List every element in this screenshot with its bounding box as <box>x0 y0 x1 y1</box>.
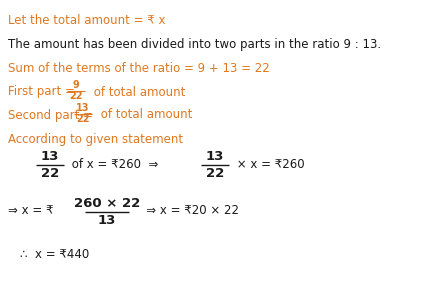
Text: 260 × 22: 260 × 22 <box>74 197 140 210</box>
Text: 9: 9 <box>73 80 79 90</box>
Text: × x = ₹260: × x = ₹260 <box>233 157 305 170</box>
Text: 13: 13 <box>41 150 59 163</box>
Text: 22: 22 <box>206 167 224 180</box>
Text: 22: 22 <box>76 114 90 124</box>
Text: ⇒ x = ₹20 × 22: ⇒ x = ₹20 × 22 <box>135 205 239 217</box>
Text: 13: 13 <box>206 150 224 163</box>
Text: of total amount: of total amount <box>90 86 186 99</box>
Text: First part =: First part = <box>8 86 79 99</box>
Text: of total amount: of total amount <box>97 108 192 121</box>
Text: The amount has been divided into two parts in the ratio 9 : 13.: The amount has been divided into two par… <box>8 38 381 51</box>
Text: ∴  x = ₹440: ∴ x = ₹440 <box>20 248 89 261</box>
Text: Let the total amount = ₹ x: Let the total amount = ₹ x <box>8 14 166 27</box>
Text: ⇒ x = ₹: ⇒ x = ₹ <box>8 205 53 217</box>
Text: of x = ₹260  ⇒: of x = ₹260 ⇒ <box>68 157 162 170</box>
Text: Sum of the terms of the ratio = 9 + 13 = 22: Sum of the terms of the ratio = 9 + 13 =… <box>8 62 270 75</box>
Text: 22: 22 <box>41 167 59 180</box>
Text: 13: 13 <box>98 214 116 227</box>
Text: 13: 13 <box>76 103 90 113</box>
Text: 22: 22 <box>69 91 83 101</box>
Text: According to given statement: According to given statement <box>8 133 183 146</box>
Text: Second part =: Second part = <box>8 108 97 121</box>
